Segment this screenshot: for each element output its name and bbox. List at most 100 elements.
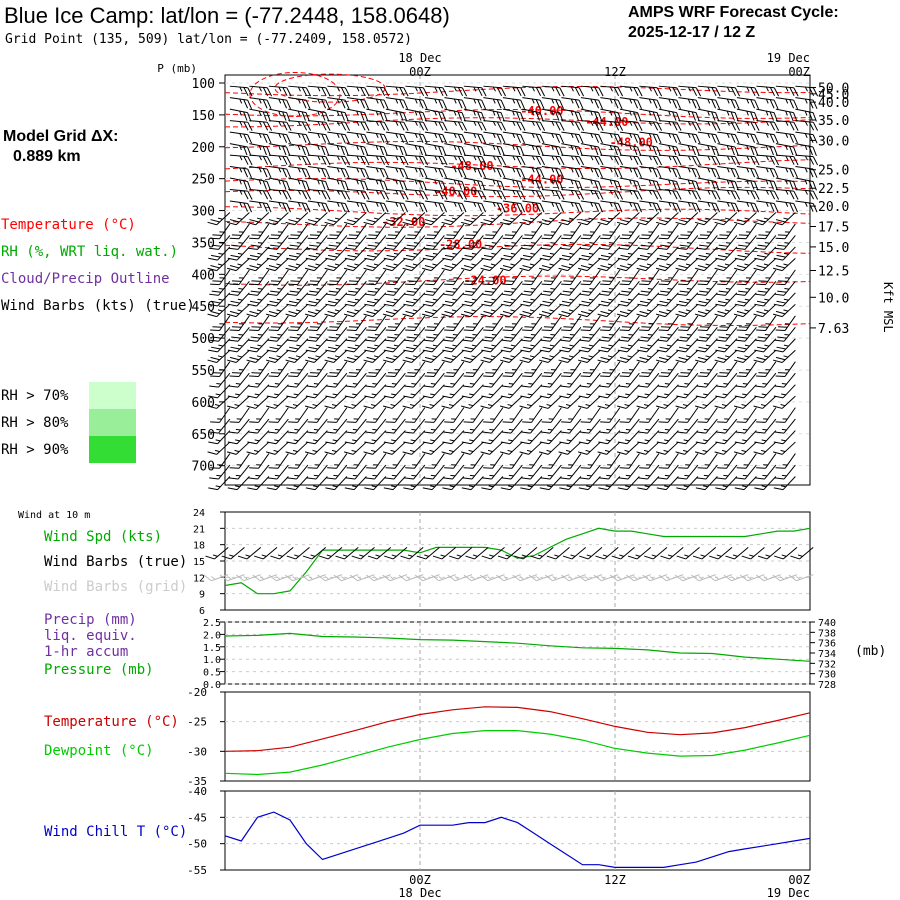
wind-barb-flag <box>699 290 709 293</box>
wind-barb-half <box>471 252 477 255</box>
cross-section-wind-barb <box>756 131 779 144</box>
wind-barb-staff <box>489 258 504 272</box>
wind-barb-flag <box>301 202 307 212</box>
cross-section-wind-barb <box>675 212 699 226</box>
wind-barb-flag <box>617 168 623 178</box>
wind-barb-staff <box>430 303 445 317</box>
cross-section-wind-barb <box>304 303 328 318</box>
wind-barb-flag <box>306 293 317 296</box>
wind-barb-flag <box>789 133 795 143</box>
cross-section-wind-barb <box>443 281 465 296</box>
wind-barb-flag <box>460 313 471 318</box>
wind-barb-flag <box>516 202 522 212</box>
wind-barb-half <box>297 145 301 151</box>
wind-barb-half <box>218 242 224 244</box>
cross-section-wind-barb <box>599 235 621 250</box>
wind-barb-staff <box>355 453 367 469</box>
wind-barb-staff <box>619 143 638 148</box>
wind-barb-flag <box>385 329 396 332</box>
wind-barb-staff <box>432 281 445 296</box>
wind-barb-staff <box>626 338 640 353</box>
wind-barb-half <box>294 382 300 385</box>
wind-barb-half <box>258 98 262 104</box>
cross-section-wind-barb <box>580 120 604 131</box>
wind-barb-half <box>258 86 262 92</box>
wind-barb-flag <box>485 280 495 282</box>
cross-section-wind-barb <box>735 418 757 434</box>
wind-barb-staff <box>216 349 231 363</box>
wind-barb-flag <box>775 283 786 286</box>
wind-barb-flag <box>290 326 300 328</box>
wind-barb-staff <box>795 189 814 192</box>
wind-barb-flag <box>366 346 377 350</box>
wind-barb-staff <box>405 189 424 192</box>
wind-barb-flag <box>655 359 666 363</box>
wind-barb-flag <box>344 487 355 491</box>
wind-barb-flag <box>262 168 268 178</box>
cross-section-wind-barb <box>383 430 406 445</box>
wind-barb-staff <box>372 303 387 317</box>
wind-barb-half <box>668 202 672 207</box>
wind-barb-staff <box>375 223 387 239</box>
wind-barb-staff <box>366 166 385 170</box>
wind-barb-half <box>391 428 397 431</box>
wind-barb-half <box>570 277 576 279</box>
wind-barb-half <box>392 418 398 420</box>
wind-barb-flag <box>210 310 220 315</box>
wind-barb-half <box>511 369 517 371</box>
wind-barb-staff <box>255 349 270 363</box>
wind-barb-flag <box>483 219 493 223</box>
wind-barb-staff <box>569 281 582 296</box>
cross-section-wind-barb <box>304 212 328 226</box>
wind-barb-flag <box>477 180 482 190</box>
wind-barb-flag <box>360 99 366 109</box>
wind-barb-half <box>606 382 612 385</box>
wind-barb-flag <box>441 405 451 409</box>
cross-section-wind-barb <box>637 246 660 261</box>
wind-barb-staff <box>723 349 738 363</box>
wind-barb-half <box>629 110 632 116</box>
wind-barb-staff <box>529 338 543 353</box>
wind-barb-flag <box>598 190 604 200</box>
wind-barb-staff <box>658 200 677 204</box>
wind-barb-half <box>333 428 339 431</box>
wind-barb-half <box>512 167 516 173</box>
cross-section-wind-barb <box>385 315 406 332</box>
wind-barb-half <box>765 133 769 139</box>
wind-barb-half <box>647 252 653 255</box>
wind-barb-staff <box>666 464 679 480</box>
wind-barb-flag <box>694 405 705 409</box>
wind-barb-flag <box>812 156 819 166</box>
cross-section-wind-barb <box>636 303 660 318</box>
wind-barb-staff <box>256 430 270 445</box>
wind-barb-flag <box>360 202 366 212</box>
wind-barb-half <box>551 202 555 207</box>
wind-barb-flag <box>248 477 258 480</box>
wind-barb-flag <box>711 99 717 109</box>
wind-barb-flag <box>366 265 376 269</box>
cross-section-wind-barb <box>538 303 562 318</box>
wind-barb-flag <box>600 421 610 423</box>
wind-barb-flag <box>756 356 766 361</box>
wind-barb-flag <box>717 219 727 223</box>
cross-section-wind-barb <box>288 108 310 122</box>
wind-barb-staff <box>548 246 562 261</box>
wind-barb-staff <box>511 361 523 377</box>
wind-barb-half <box>627 298 633 301</box>
wind-barb-half <box>608 252 614 255</box>
wind-barb-staff <box>470 384 484 399</box>
wind-barb-flag <box>288 254 299 258</box>
wind-barb-half <box>278 202 282 207</box>
wind-barb-staff <box>334 292 348 307</box>
cross-section-wind-barb <box>678 131 701 144</box>
wind-barb-half <box>667 277 673 279</box>
wind-barb-staff <box>472 453 484 469</box>
wind-barb-half <box>315 309 321 312</box>
wind-barb-half <box>390 403 396 407</box>
wind-barb-half <box>356 167 360 173</box>
wind-barb-flag <box>639 329 649 332</box>
cross-section-wind-barb <box>656 384 679 399</box>
wind-barb-flag <box>438 133 444 143</box>
wind-barb-flag <box>756 219 766 223</box>
wind-barb-flag <box>520 181 525 191</box>
